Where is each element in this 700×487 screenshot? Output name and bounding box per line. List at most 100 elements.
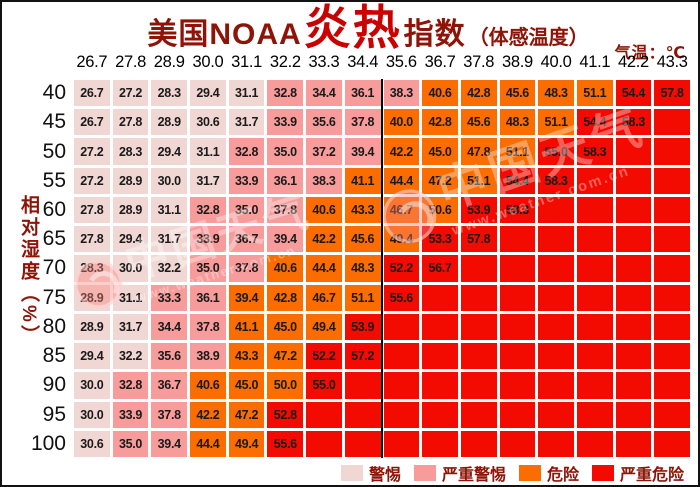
- heat-cell: 36.1: [344, 80, 381, 107]
- heat-cell: 36.7: [228, 226, 265, 253]
- legend-item: 严重危险: [592, 461, 684, 485]
- heat-cell: 44.4: [383, 167, 420, 194]
- heat-cell: 42.2: [306, 226, 342, 253]
- heat-cell: 32.2: [151, 255, 188, 282]
- title-highlight: 炎热: [303, 1, 402, 54]
- heat-cell: 47.2: [228, 401, 265, 428]
- heat-cell: 45.0: [422, 138, 458, 165]
- heat-cell: 27.8: [74, 226, 110, 253]
- row-header: 55: [42, 168, 66, 192]
- col-header: 42.2: [618, 53, 649, 71]
- col-header: 41.1: [579, 53, 611, 71]
- heat-cell: [576, 343, 613, 370]
- col-header: 37.8: [463, 53, 495, 71]
- heat-cell: [654, 109, 690, 136]
- row-header: 85: [42, 344, 66, 368]
- heat-cell: [576, 167, 613, 194]
- row-labels: 40 45 50 55 60 65 70 75 80 85 90 95 100: [2, 80, 66, 457]
- heat-cell: 44.4: [306, 255, 342, 282]
- heat-cell: 31.1: [151, 196, 188, 224]
- heat-cell: 43.3: [344, 196, 381, 224]
- row-header: 80: [42, 314, 66, 338]
- heat-cell: [460, 430, 497, 457]
- heat-cell: 54.4: [499, 167, 536, 194]
- heat-cell: 50.0: [267, 372, 304, 399]
- heat-cell: 39.4: [267, 226, 304, 253]
- col-header: 35.6: [385, 53, 417, 71]
- heat-cell: 46.7: [306, 284, 342, 311]
- legend-label: 严重危险: [620, 467, 685, 484]
- heat-cell: 39.4: [151, 430, 188, 457]
- heat-cell: [422, 401, 458, 428]
- heat-cell: [538, 313, 574, 341]
- heat-cell: 29.4: [112, 226, 149, 253]
- heat-cell: 57.8: [654, 80, 690, 107]
- row-header: 40: [42, 81, 66, 105]
- heat-cell: 58.3: [499, 196, 536, 224]
- heat-cell: 28.9: [112, 196, 149, 224]
- heat-cell: 29.4: [151, 138, 188, 165]
- heat-cell: 42.8: [460, 80, 497, 107]
- column-headers: 26.7 27.8 28.9 30.0 31.1 32.2 33.3 34.4 35.6 36.7…: [74, 51, 690, 73]
- heat-cell: 45.6: [460, 109, 497, 136]
- heat-cell: 41.1: [228, 313, 265, 341]
- heat-cell: [499, 401, 536, 428]
- heat-cell: [576, 372, 613, 399]
- heat-cell: 50.6: [422, 196, 458, 224]
- heat-cell: 51.1: [499, 138, 536, 165]
- heat-cell: 39.4: [228, 284, 265, 311]
- heat-cell: [654, 167, 690, 194]
- heat-cell: 45.6: [344, 226, 381, 253]
- row-header: 50: [42, 139, 66, 163]
- heat-cell: 34.4: [151, 313, 188, 341]
- col-header: 31.1: [231, 53, 263, 71]
- heat-cell: 28.9: [151, 109, 188, 136]
- heat-cell: [576, 284, 613, 311]
- col-header: 36.7: [424, 53, 456, 71]
- heat-cell: 31.7: [151, 226, 188, 253]
- heat-cell: [615, 313, 652, 341]
- col-header: 32.2: [269, 53, 301, 71]
- heat-cell: 31.7: [228, 109, 265, 136]
- heat-cell: [654, 401, 690, 428]
- legend-swatch: [519, 465, 542, 481]
- heat-cell: 40.6: [190, 372, 226, 399]
- heat-cell: [499, 372, 536, 399]
- heat-cell: 30.0: [112, 255, 149, 282]
- heat-cell: 48.3: [499, 109, 536, 136]
- row-header: 95: [42, 402, 66, 426]
- heat-cell: 37.8: [267, 196, 304, 224]
- heat-cell: [306, 430, 342, 457]
- heat-cell: [654, 138, 690, 165]
- heat-cell: 44.4: [190, 430, 226, 457]
- heat-cell: [654, 284, 690, 311]
- heat-cell: 27.8: [112, 109, 149, 136]
- heat-cell: 28.3: [74, 255, 110, 282]
- row-header: 100: [30, 431, 66, 455]
- heat-cell: [344, 372, 381, 399]
- heat-cell: 30.0: [74, 401, 110, 428]
- heat-cell: 36.1: [190, 284, 226, 311]
- heat-cell: 48.3: [344, 255, 381, 282]
- legend-item: 危险: [519, 461, 579, 485]
- heat-cell: [422, 313, 458, 341]
- heat-cell: 32.8: [267, 80, 304, 107]
- heat-cell: [499, 255, 536, 282]
- heat-cell: [344, 401, 381, 428]
- col-header: 27.8: [115, 53, 146, 71]
- heat-cell: [576, 430, 613, 457]
- heat-cell: 38.3: [306, 167, 342, 194]
- legend: 警惕 严重警惕 危险 严重危险: [341, 461, 684, 485]
- heat-cell: 30.0: [151, 167, 188, 194]
- heat-cell: 32.8: [190, 196, 226, 224]
- heat-cell: 37.8: [190, 313, 226, 341]
- heat-cell: [499, 313, 536, 341]
- heat-cell: 33.3: [151, 284, 188, 311]
- heat-cell: [383, 343, 420, 370]
- heat-cell: [576, 401, 613, 428]
- heat-cell: 52.2: [383, 255, 420, 282]
- col-header: 26.7: [76, 53, 108, 71]
- heat-cell: [344, 430, 381, 457]
- heat-cell: 27.2: [112, 80, 149, 107]
